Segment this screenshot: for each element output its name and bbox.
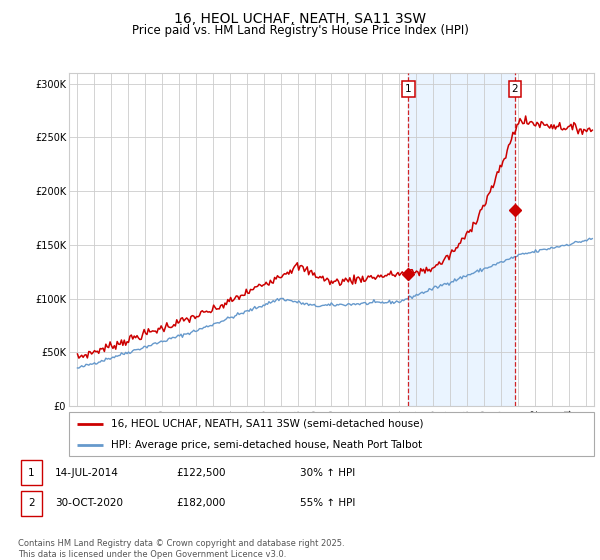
Text: 2: 2	[28, 498, 35, 508]
Text: Contains HM Land Registry data © Crown copyright and database right 2025.
This d: Contains HM Land Registry data © Crown c…	[18, 539, 344, 559]
Text: 30% ↑ HPI: 30% ↑ HPI	[300, 468, 355, 478]
Bar	[409, 73, 515, 406]
FancyBboxPatch shape	[21, 460, 42, 485]
Text: £122,500: £122,500	[176, 468, 226, 478]
Text: Price paid vs. HM Land Registry's House Price Index (HPI): Price paid vs. HM Land Registry's House …	[131, 24, 469, 36]
Text: 2: 2	[512, 84, 518, 94]
Text: HPI: Average price, semi-detached house, Neath Port Talbot: HPI: Average price, semi-detached house,…	[111, 440, 422, 450]
Text: 30-OCT-2020: 30-OCT-2020	[55, 498, 122, 508]
FancyBboxPatch shape	[69, 412, 594, 456]
Text: 16, HEOL UCHAF, NEATH, SA11 3SW (semi-detached house): 16, HEOL UCHAF, NEATH, SA11 3SW (semi-de…	[111, 419, 424, 429]
Text: 1: 1	[405, 84, 412, 94]
Text: 55% ↑ HPI: 55% ↑ HPI	[300, 498, 355, 508]
Text: 16, HEOL UCHAF, NEATH, SA11 3SW: 16, HEOL UCHAF, NEATH, SA11 3SW	[174, 12, 426, 26]
Text: £182,000: £182,000	[176, 498, 225, 508]
Text: 14-JUL-2014: 14-JUL-2014	[55, 468, 119, 478]
Text: 1: 1	[28, 468, 35, 478]
FancyBboxPatch shape	[21, 491, 42, 516]
